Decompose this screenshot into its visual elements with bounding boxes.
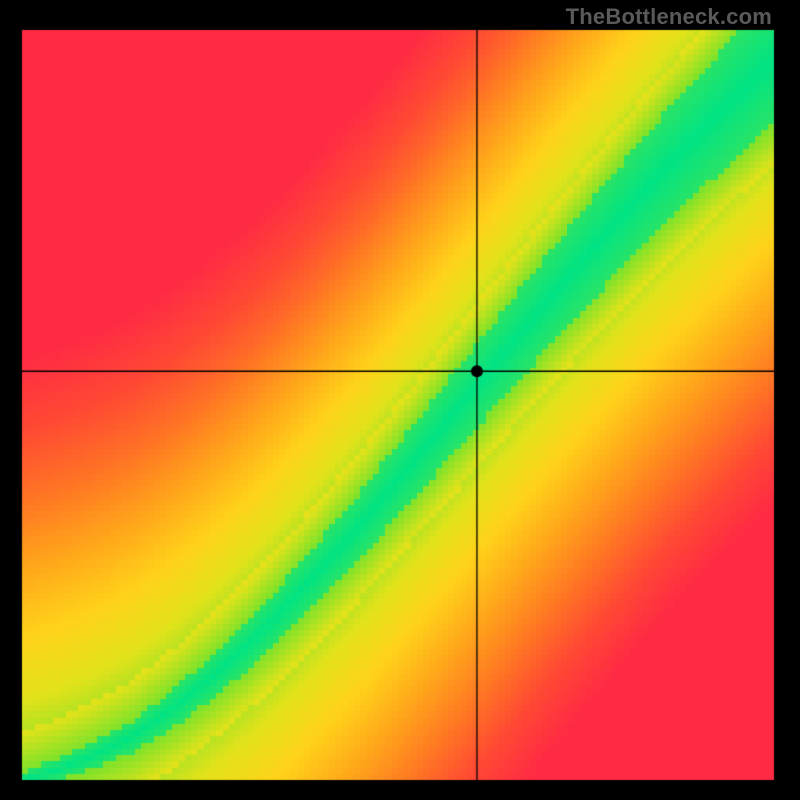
- bottleneck-heatmap: [0, 0, 800, 800]
- chart-container: TheBottleneck.com: [0, 0, 800, 800]
- watermark-text: TheBottleneck.com: [566, 4, 772, 30]
